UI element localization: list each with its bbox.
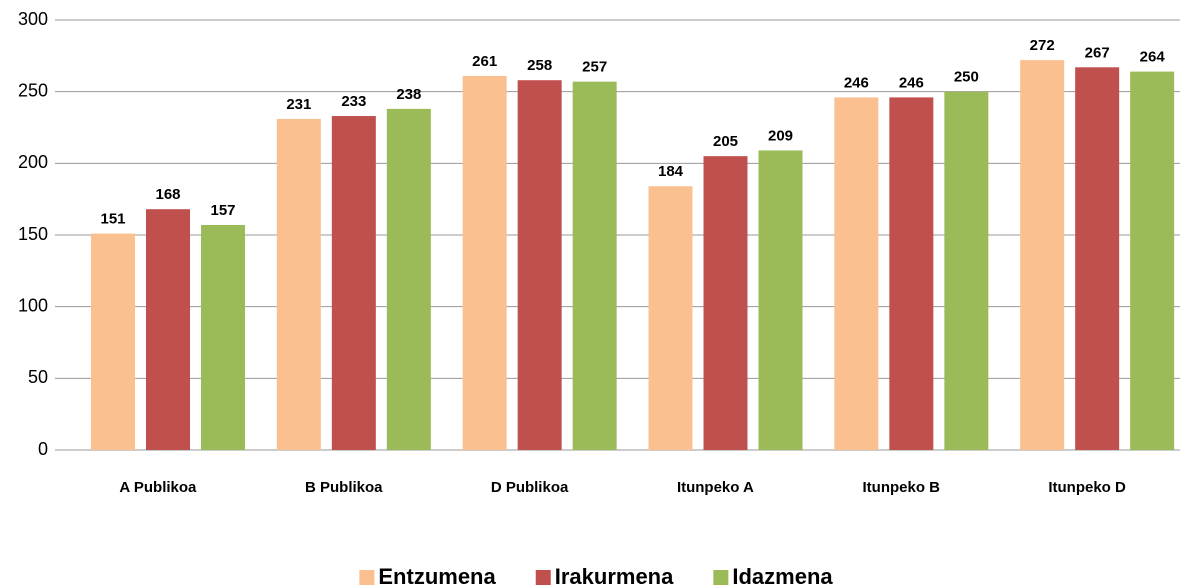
y-tick-label: 0 [38, 439, 48, 459]
x-tick-label: Itunpeko A [677, 479, 754, 496]
data-label: 151 [100, 211, 125, 228]
bar [276, 118, 321, 451]
data-label: 233 [341, 93, 366, 110]
data-label: 246 [899, 74, 924, 91]
data-label: 264 [1140, 49, 1166, 66]
bar [331, 116, 376, 451]
x-tick-label: B Publikoa [305, 479, 383, 496]
bar [91, 233, 135, 450]
data-label: 209 [768, 127, 793, 144]
bar [648, 186, 693, 450]
data-label: 250 [954, 69, 979, 86]
data-label: 157 [210, 202, 235, 219]
data-label: 246 [844, 74, 869, 91]
legend-label: Irakurmena [555, 564, 674, 587]
bar [703, 156, 748, 450]
y-tick-label: 300 [18, 9, 48, 29]
bar [1130, 71, 1175, 450]
bar [1075, 67, 1120, 451]
y-tick-label: 50 [28, 367, 48, 387]
bar [386, 108, 431, 450]
bar [462, 75, 507, 451]
legend-swatch [713, 570, 729, 585]
y-tick-label: 200 [18, 152, 48, 172]
data-label: 231 [286, 96, 311, 113]
x-tick-label: Itunpeko D [1048, 479, 1126, 496]
bar [889, 97, 934, 451]
data-label: 184 [658, 163, 684, 180]
y-tick-label: 100 [18, 295, 48, 315]
legend-swatch [535, 570, 551, 585]
legend-swatch [359, 570, 375, 585]
bar [944, 91, 989, 451]
x-tick-label: Itunpeko B [863, 479, 941, 496]
legend-label: Entzumena [378, 564, 496, 587]
data-label: 238 [396, 86, 421, 103]
bar [758, 150, 803, 450]
legend-label: Idazmena [732, 564, 833, 587]
data-label: 257 [582, 59, 607, 76]
data-label: 205 [713, 133, 738, 150]
data-label: 267 [1085, 44, 1110, 61]
bar [1020, 60, 1065, 451]
data-label: 168 [155, 186, 180, 203]
bar [517, 80, 562, 450]
y-tick-label: 150 [18, 224, 48, 244]
bar [146, 209, 190, 450]
bar [834, 97, 879, 451]
x-tick-label: D Publikoa [491, 479, 569, 496]
data-label: 258 [527, 57, 552, 74]
x-tick-label: A Publikoa [119, 479, 197, 496]
bar [201, 224, 245, 450]
bar [572, 81, 617, 450]
data-label: 272 [1030, 37, 1055, 54]
y-tick-label: 250 [18, 80, 48, 100]
data-label: 261 [472, 53, 497, 70]
